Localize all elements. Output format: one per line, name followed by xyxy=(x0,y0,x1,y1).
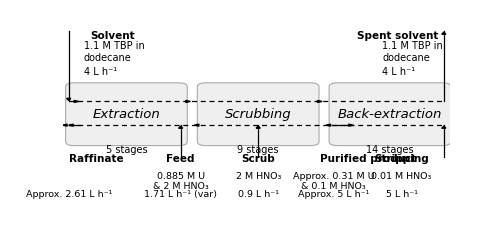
Text: 1.1 M TBP in
dodecane: 1.1 M TBP in dodecane xyxy=(382,41,443,63)
Text: 1.71 L h⁻¹ (var): 1.71 L h⁻¹ (var) xyxy=(144,190,217,199)
Polygon shape xyxy=(74,100,79,102)
Text: 0.9 L h⁻¹: 0.9 L h⁻¹ xyxy=(238,190,279,199)
Polygon shape xyxy=(62,124,67,126)
Text: Solvent: Solvent xyxy=(90,31,135,41)
Text: Raffinate: Raffinate xyxy=(68,154,124,164)
Text: Scrubbing: Scrubbing xyxy=(225,108,292,121)
Text: Back-extraction: Back-extraction xyxy=(338,108,442,121)
Text: Scrub: Scrub xyxy=(242,154,275,164)
FancyBboxPatch shape xyxy=(329,83,451,146)
Text: Approx. 0.31 M U
& 0.1 M HNO₃: Approx. 0.31 M U & 0.1 M HNO₃ xyxy=(293,172,374,191)
Polygon shape xyxy=(318,100,322,102)
Polygon shape xyxy=(178,126,183,128)
Text: Purified product: Purified product xyxy=(320,154,416,164)
Text: 0.885 M U
& 2 M HNO₃: 0.885 M U & 2 M HNO₃ xyxy=(153,172,208,191)
Text: 14 stages: 14 stages xyxy=(366,145,414,155)
Polygon shape xyxy=(66,98,71,100)
Polygon shape xyxy=(194,124,199,126)
Polygon shape xyxy=(442,126,446,128)
Text: 5 stages: 5 stages xyxy=(106,145,147,155)
Polygon shape xyxy=(442,32,446,34)
Text: Feed: Feed xyxy=(166,154,195,164)
Polygon shape xyxy=(326,124,330,126)
Text: Spent solvent: Spent solvent xyxy=(357,31,438,41)
Polygon shape xyxy=(186,100,190,102)
Polygon shape xyxy=(68,124,73,126)
Text: 4 L h⁻¹: 4 L h⁻¹ xyxy=(84,67,117,77)
Text: 9 stages: 9 stages xyxy=(238,145,279,155)
Text: Stripping: Stripping xyxy=(374,154,429,164)
Text: 2 M HNO₃: 2 M HNO₃ xyxy=(236,172,281,181)
Polygon shape xyxy=(348,124,353,126)
FancyBboxPatch shape xyxy=(66,83,188,146)
Text: Approx. 2.61 L h⁻¹: Approx. 2.61 L h⁻¹ xyxy=(26,190,112,199)
Text: Approx. 5 L h⁻¹: Approx. 5 L h⁻¹ xyxy=(298,190,370,199)
Text: 5 L h⁻¹: 5 L h⁻¹ xyxy=(386,190,418,199)
Text: 1.1 M TBP in
dodecane: 1.1 M TBP in dodecane xyxy=(84,41,144,63)
Text: 4 L h⁻¹: 4 L h⁻¹ xyxy=(382,67,416,77)
Text: Extraction: Extraction xyxy=(92,108,160,121)
Text: 0.01 M HNO₃: 0.01 M HNO₃ xyxy=(372,172,432,181)
FancyBboxPatch shape xyxy=(198,83,319,146)
Polygon shape xyxy=(256,126,260,128)
